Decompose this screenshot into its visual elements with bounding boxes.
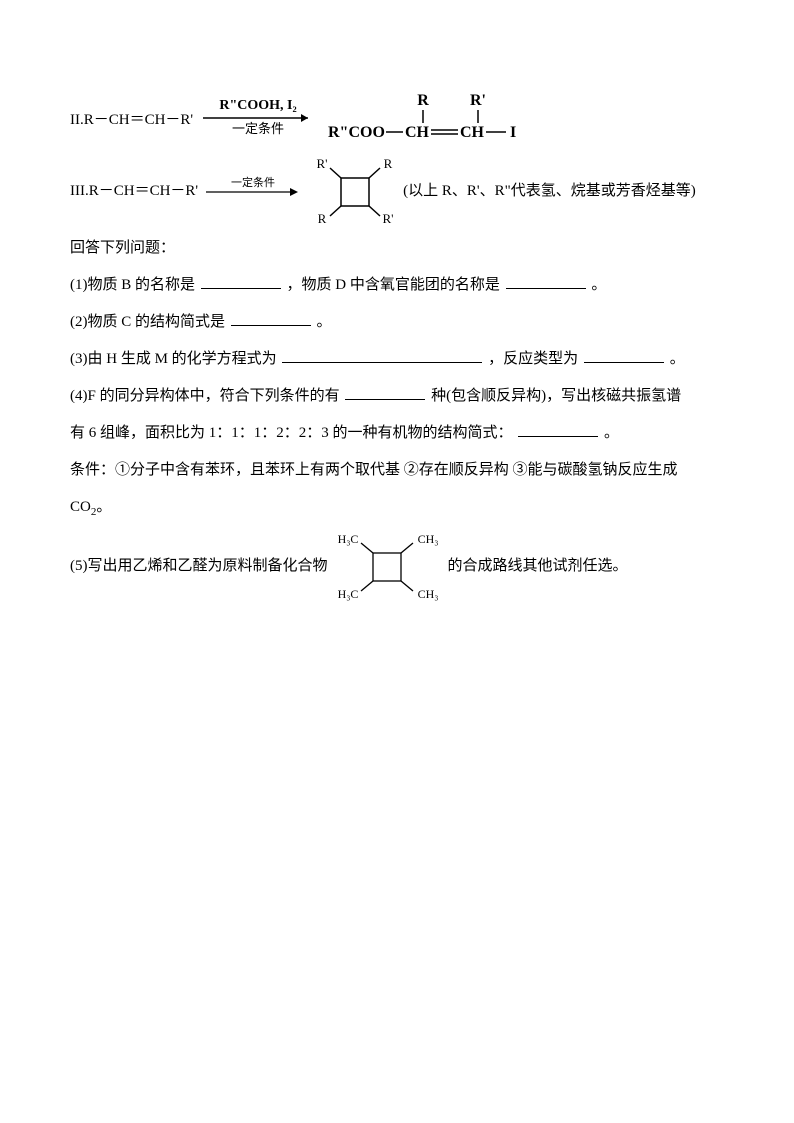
question-1: (1)物质 B 的名称是 ，物质 D 中含氧官能团的名称是 。 bbox=[70, 269, 724, 302]
q5-cyclobutane: H₃C CH₃ H₃C CH₃ bbox=[328, 530, 448, 602]
q2-part-b: 。 bbox=[317, 314, 332, 330]
q3-blank-2[interactable] bbox=[584, 346, 664, 364]
reaction-2-arrow: R"COOH, I₂ 一定条件 bbox=[193, 95, 323, 145]
question-5: (5)写出用乙烯和乙醛为原料制备化合物 H₃C CH₃ H₃C CH₃ 的合成路… bbox=[70, 530, 724, 602]
reaction-3-product-cyclobutane: R' R R R' bbox=[308, 156, 403, 226]
svg-text:R"COO: R"COO bbox=[328, 124, 385, 141]
question-3: (3)由 H 生成 M 的化学方程式为 ，反应类型为 。 bbox=[70, 343, 724, 376]
q4-part-d: 。 bbox=[604, 425, 619, 441]
reaction-2-reactant: II.R－CH＝CH－R' bbox=[70, 104, 193, 137]
svg-text:R: R bbox=[318, 211, 327, 226]
svg-text:CH: CH bbox=[405, 124, 430, 141]
q3-part-a: (3)由 H 生成 M 的化学方程式为 bbox=[70, 351, 277, 367]
conditions-line2: CO2。 bbox=[70, 491, 724, 524]
reaction-3-arrow: 一定条件 bbox=[198, 174, 308, 208]
q1-blank-1[interactable] bbox=[201, 272, 281, 290]
q3-part-c: 。 bbox=[670, 351, 685, 367]
q4-part-c: 有 6 组峰，面积比为 1：1：1：2：2：3 的一种有机物的结构简式： bbox=[70, 425, 513, 441]
svg-text:R: R bbox=[417, 92, 429, 109]
questions-intro: 回答下列问题： bbox=[70, 232, 724, 265]
conditions-line1: 条件：①分子中含有苯环，且苯环上有两个取代基 ②存在顺反异构 ③能与碳酸氢钠反应… bbox=[70, 454, 724, 487]
svg-text:R': R' bbox=[317, 156, 328, 171]
q2-blank[interactable] bbox=[231, 309, 311, 327]
page-root: II.R－CH＝CH－R' R"COOH, I₂ 一定条件 R R' R"COO… bbox=[0, 0, 794, 602]
q1-blank-2[interactable] bbox=[506, 272, 586, 290]
svg-text:CH₃: CH₃ bbox=[417, 587, 438, 601]
q4-blank-2[interactable] bbox=[518, 420, 598, 438]
reaction-2-product: R R' R"COO CH CH I bbox=[323, 90, 543, 150]
question-4-line1: (4)F 的同分异构体中，符合下列条件的有 种(包含顺反异构)，写出核磁共振氢谱 bbox=[70, 380, 724, 413]
reaction-2: II.R－CH＝CH－R' R"COOH, I₂ 一定条件 R R' R"COO… bbox=[70, 90, 724, 150]
svg-text:一定条件: 一定条件 bbox=[231, 175, 275, 189]
q4-blank-1[interactable] bbox=[345, 383, 425, 401]
reaction-3: III.R－CH＝CH－R' 一定条件 R' R R R' (以上 R、R'、R… bbox=[70, 156, 724, 226]
svg-text:一定条件: 一定条件 bbox=[232, 121, 284, 136]
svg-text:R': R' bbox=[383, 211, 394, 226]
q3-blank-1[interactable] bbox=[282, 346, 482, 364]
svg-text:H₃C: H₃C bbox=[337, 532, 358, 546]
svg-text:H₃C: H₃C bbox=[337, 587, 358, 601]
question-4-line2: 有 6 组峰，面积比为 1：1：1：2：2：3 的一种有机物的结构简式： 。 bbox=[70, 417, 724, 450]
reaction-3-tail: (以上 R、R'、R"代表氢、烷基或芳香烃基等) bbox=[403, 175, 696, 208]
q2-part-a: (2)物质 C 的结构简式是 bbox=[70, 314, 225, 330]
svg-text:CH₃: CH₃ bbox=[417, 532, 438, 546]
q5-part-a: (5)写出用乙烯和乙醛为原料制备化合物 bbox=[70, 550, 328, 583]
q1-part-c: 。 bbox=[591, 277, 606, 293]
q4-part-a: (4)F 的同分异构体中，符合下列条件的有 bbox=[70, 388, 340, 404]
svg-text:CH: CH bbox=[460, 124, 485, 141]
svg-text:R"COOH, I₂: R"COOH, I₂ bbox=[219, 98, 296, 113]
svg-text:R: R bbox=[384, 156, 393, 171]
reaction-3-reactant: III.R－CH＝CH－R' bbox=[70, 175, 198, 208]
q1-part-b: ，物质 D 中含氧官能团的名称是 bbox=[287, 277, 500, 293]
q1-part-a: (1)物质 B 的名称是 bbox=[70, 277, 195, 293]
question-2: (2)物质 C 的结构简式是 。 bbox=[70, 306, 724, 339]
q3-part-b: ，反应类型为 bbox=[488, 351, 578, 367]
svg-text:R': R' bbox=[470, 92, 486, 109]
q4-part-b: 种(包含顺反异构)，写出核磁共振氢谱 bbox=[431, 388, 681, 404]
svg-text:I: I bbox=[510, 124, 516, 141]
q5-part-b: 的合成路线其他试剂任选。 bbox=[448, 550, 628, 583]
